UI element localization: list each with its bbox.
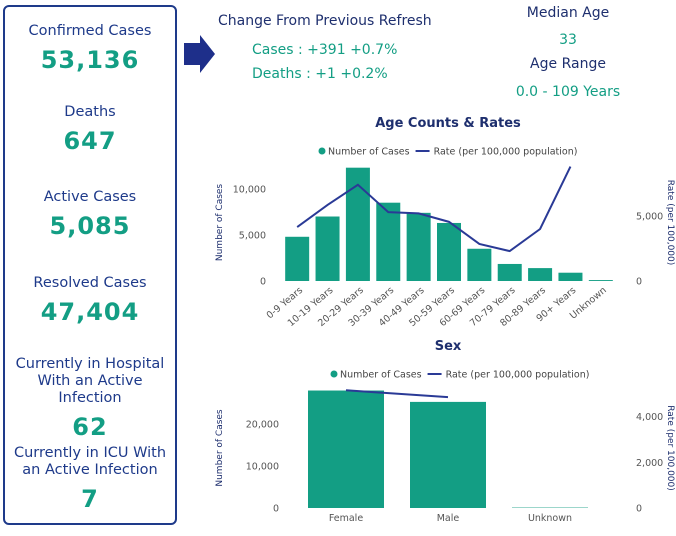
change-line: Deaths : +1 +0.2% — [252, 66, 388, 82]
stat-value: 647 — [63, 127, 117, 155]
bar — [376, 202, 401, 281]
y2-axis-title: Rate (per 100,000) — [665, 405, 675, 491]
y2-tick-label: 0 — [636, 504, 642, 515]
bar — [588, 280, 613, 281]
stat-label: Active Cases — [43, 189, 137, 205]
stat-label: Currently in Hospital With an Active Inf… — [15, 356, 165, 406]
stat-value: 47,404 — [40, 298, 140, 326]
change-title: Change From Previous Refresh — [218, 13, 432, 29]
stat-label: Confirmed Cases — [28, 23, 152, 39]
stat-value: 5,085 — [49, 212, 131, 240]
chart-title: Age Counts & Rates — [375, 116, 521, 131]
stat-value: 53,136 — [40, 46, 140, 74]
stat-value: 62 — [72, 413, 108, 441]
legend-label: Number of Cases — [328, 147, 410, 158]
x-tick-label: Unknown — [528, 513, 572, 524]
stat-label: Currently in ICU With an Active Infectio… — [13, 445, 167, 478]
legend-label: Rate (per 100,000 population) — [446, 370, 590, 381]
bar — [345, 167, 370, 281]
bar — [437, 222, 461, 281]
y-axis-title: Number of Cases — [215, 409, 225, 487]
median-label: Median Age — [526, 5, 610, 21]
x-tick-label: Female — [329, 513, 364, 524]
stat-label: Deaths — [64, 104, 116, 120]
rate-line — [345, 389, 449, 399]
bar — [528, 268, 553, 281]
stat: Currently in Hospital With an Active Inf… — [5, 356, 175, 441]
y2-axis-title: Rate (per 100,000) — [665, 180, 675, 266]
bar — [315, 216, 340, 281]
range-label: Age Range — [530, 56, 606, 72]
legend-swatch — [330, 370, 338, 378]
chart-title: Sex — [435, 339, 462, 354]
arrow-icon — [184, 35, 215, 73]
stat: Currently in ICU With an Active Infectio… — [5, 445, 175, 513]
x-tick-label: Male — [437, 513, 460, 524]
median-value: 33 — [559, 32, 577, 48]
stat-value: 7 — [81, 485, 99, 513]
legend-label: Number of Cases — [340, 370, 422, 381]
summary-panel: Confirmed Cases 53,136 Deaths 647 Active Cas… — [3, 5, 177, 525]
bar — [308, 390, 384, 508]
bar — [558, 272, 583, 281]
bar — [467, 248, 492, 281]
stat: Active Cases 5,085 — [5, 189, 175, 240]
bar — [285, 236, 310, 281]
bar — [497, 263, 522, 281]
y2-tick-label: 4,000 — [636, 412, 663, 423]
stat: Resolved Cases 47,404 — [5, 275, 175, 326]
y-tick-label: 0 — [260, 277, 266, 288]
bar — [406, 212, 431, 281]
y-tick-label: 10,000 — [233, 184, 266, 195]
y-axis-title: Number of Cases — [215, 184, 225, 262]
stat: Deaths 647 — [5, 104, 175, 155]
y-tick-label: 0 — [273, 504, 279, 515]
y2-tick-label: 0 — [636, 277, 642, 288]
stat: Confirmed Cases 53,136 — [5, 23, 175, 74]
rate-line — [296, 166, 572, 253]
y2-tick-label: 5,000 — [636, 212, 663, 223]
legend-swatch — [318, 147, 326, 155]
range-value: 0.0 - 109 Years — [515, 84, 621, 100]
legend-label: Rate (per 100,000 population) — [434, 147, 578, 158]
stat-label: Resolved Cases — [33, 275, 147, 291]
y-tick-label: 20,000 — [246, 419, 279, 430]
change-line: Cases : +391 +0.7% — [252, 42, 398, 58]
y-tick-label: 10,000 — [246, 461, 279, 472]
y2-tick-label: 2,000 — [636, 458, 663, 469]
bar — [410, 401, 486, 508]
y-tick-label: 5,000 — [239, 230, 266, 241]
